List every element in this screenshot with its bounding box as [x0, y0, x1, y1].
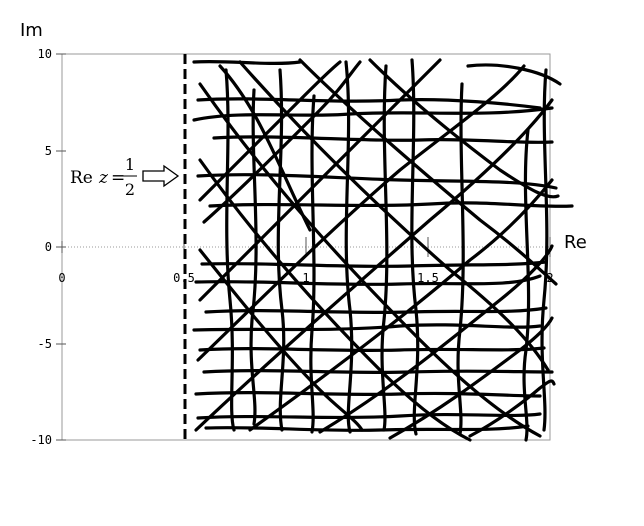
hatch-stroke: [202, 368, 554, 375]
annotation-numerator: 1: [125, 155, 135, 174]
hatch-stroke: [456, 82, 465, 436]
hatch-stroke: [248, 178, 554, 432]
hatch-stroke: [276, 68, 286, 432]
hatch-stroke: [204, 306, 548, 315]
hatch-stroke: [200, 260, 548, 269]
hatch-stroke: [368, 58, 560, 199]
y-tick-label: 10: [38, 47, 52, 61]
x-tick-label: 1.5: [417, 271, 439, 285]
y-tick-label: -5: [38, 337, 52, 351]
y-tick-label: 0: [45, 240, 52, 254]
hatch-stroke: [192, 59, 302, 66]
hatch-stroke: [196, 412, 542, 420]
annotation-denominator: 2: [125, 180, 135, 199]
hatch-stroke: [194, 390, 542, 398]
hatch-stroke: [388, 316, 554, 440]
hatch-stroke: [198, 58, 442, 302]
annotation-prefix: Re: [70, 168, 93, 188]
hatch-stroke: [344, 60, 354, 434]
x-tick-label: 0.5: [173, 271, 195, 285]
y-tick-label: -10: [30, 433, 52, 447]
hatch-stroke: [194, 98, 554, 432]
hatch-stroke: [202, 60, 362, 224]
hatch-stroke: [208, 201, 574, 208]
annotation-equals: =: [111, 168, 125, 188]
hatch-stroke: [380, 64, 389, 432]
x-tick-label: 0: [58, 271, 65, 285]
hatch-stroke: [198, 60, 342, 202]
hatched-region: [192, 58, 574, 442]
hatch-stroke: [196, 97, 542, 110]
y-tick-label: 5: [45, 144, 52, 158]
right-arrow-icon: [142, 164, 180, 188]
hatch-stroke: [298, 58, 558, 286]
x-axis-title: Re: [564, 232, 587, 253]
hatch-stroke: [466, 63, 562, 86]
hatch-stroke: [522, 128, 531, 442]
hatch-stroke: [198, 248, 364, 432]
hatch-stroke: [204, 424, 530, 433]
hatch-stroke: [198, 346, 546, 353]
hatch-stroke: [540, 68, 549, 432]
hatch-stroke: [198, 158, 472, 442]
hatch-stroke: [309, 94, 316, 434]
y-axis-title: Im: [20, 20, 43, 41]
hatch-stroke: [194, 274, 542, 287]
hatch-stroke: [218, 64, 312, 232]
hatch-stroke: [468, 379, 556, 438]
hatch-stroke: [192, 323, 542, 332]
y-ticks: [56, 53, 66, 441]
annotation-variable: z: [98, 168, 109, 188]
hatch-stroke: [196, 64, 526, 362]
critical-line-annotation: Re z = 1 2: [70, 155, 180, 199]
hatch-stroke: [192, 106, 554, 122]
hatch-stroke: [238, 60, 550, 372]
hatch-stroke: [318, 244, 554, 434]
x-tick-label: 1: [302, 271, 309, 285]
